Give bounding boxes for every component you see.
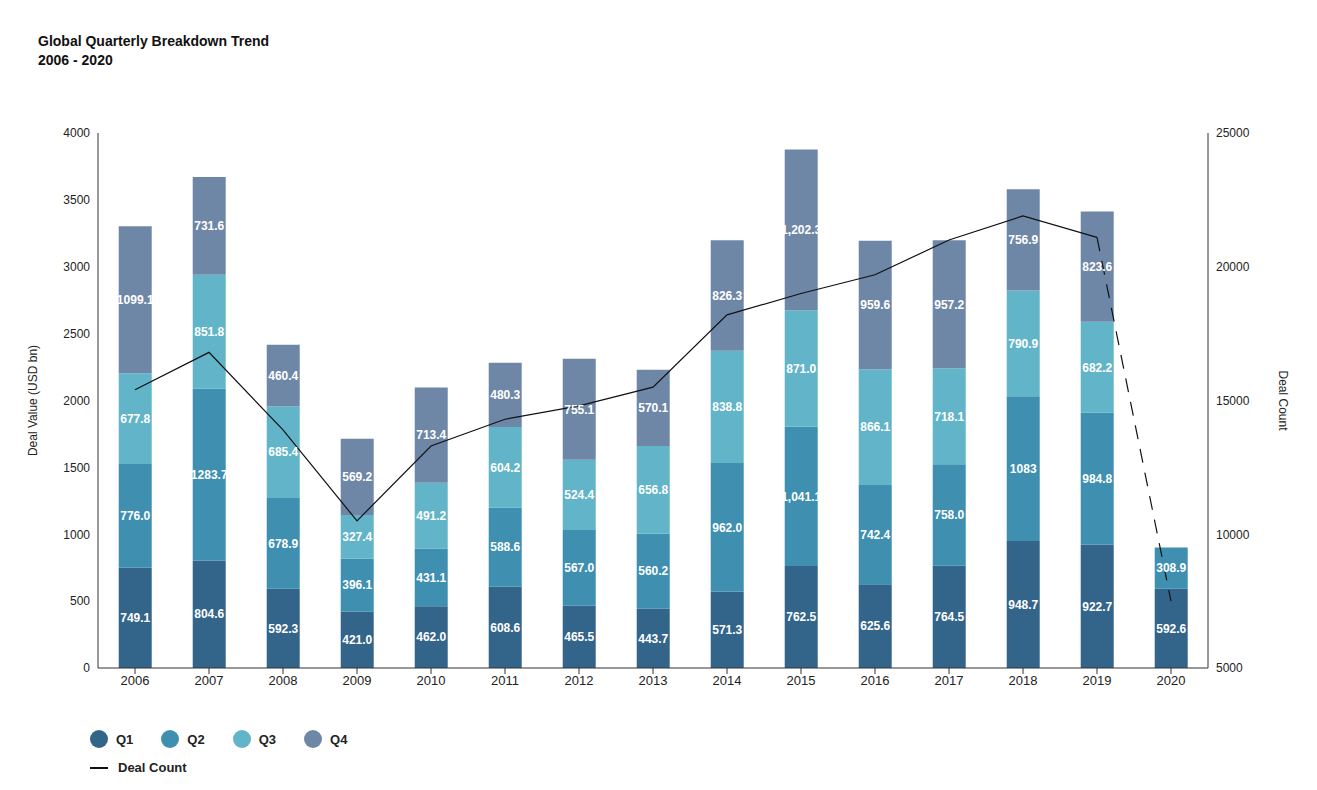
- html-text:Deal Count: Deal Count: [118, 760, 187, 775]
- svg-text:2006: 2006: [121, 673, 150, 688]
- svg-text:4000: 4000: [63, 126, 90, 140]
- svg-text:0: 0: [83, 661, 90, 675]
- html-text:2006 - 2020: 2006 - 2020: [38, 52, 113, 68]
- svg-text:742.4: 742.4: [860, 528, 890, 542]
- svg-text:567.0: 567.0: [564, 561, 594, 575]
- svg-text:682.2: 682.2: [1082, 361, 1112, 375]
- svg-text:678.9: 678.9: [268, 537, 298, 551]
- svg-text:625.6: 625.6: [860, 619, 890, 633]
- svg-text:718.1: 718.1: [934, 410, 964, 424]
- svg-text:866.1: 866.1: [860, 420, 890, 434]
- svg-text:2019: 2019: [1083, 673, 1112, 688]
- svg-text:491.2: 491.2: [416, 509, 446, 523]
- svg-text:871.0: 871.0: [786, 362, 816, 376]
- svg-text:2012: 2012: [565, 673, 594, 688]
- svg-text:2008: 2008: [269, 673, 298, 688]
- html-text:Global Quarterly Breakdown Tre: Global Quarterly Breakdown Trend: [38, 33, 270, 49]
- svg-text:2007: 2007: [195, 673, 224, 688]
- svg-text:1,202.3: 1,202.3: [781, 223, 821, 237]
- svg-text:959.6: 959.6: [860, 298, 890, 312]
- svg-text:Deal Value (USD bn): Deal Value (USD bn): [26, 345, 40, 456]
- svg-text:569.2: 569.2: [342, 470, 372, 484]
- svg-text:396.1: 396.1: [342, 578, 372, 592]
- svg-text:460.4: 460.4: [268, 369, 298, 383]
- html-text:Q2: Q2: [187, 731, 205, 747]
- svg-text:2000: 2000: [63, 394, 90, 408]
- svg-text:756.9: 756.9: [1008, 233, 1038, 247]
- svg-text:1500: 1500: [63, 461, 90, 475]
- svg-text:851.8: 851.8: [194, 325, 224, 339]
- svg-text:1283.7: 1283.7: [191, 468, 228, 482]
- svg-text:2010: 2010: [417, 673, 446, 688]
- svg-text:764.5: 764.5: [934, 610, 964, 624]
- svg-text:592.3: 592.3: [268, 622, 298, 636]
- svg-text:327.4: 327.4: [342, 530, 372, 544]
- svg-text:2018: 2018: [1009, 673, 1038, 688]
- svg-text:1,041.1: 1,041.1: [781, 490, 821, 504]
- svg-text:2009: 2009: [343, 673, 372, 688]
- svg-text:2015: 2015: [787, 673, 816, 688]
- svg-text:2011: 2011: [491, 673, 519, 688]
- svg-text:3000: 3000: [63, 260, 90, 274]
- svg-text:1099.1: 1099.1: [117, 293, 154, 307]
- svg-text:465.5: 465.5: [564, 630, 594, 644]
- svg-text:838.8: 838.8: [712, 400, 742, 414]
- svg-text:15000: 15000: [1216, 394, 1250, 408]
- svg-text:2500: 2500: [63, 327, 90, 341]
- svg-text:20000: 20000: [1216, 260, 1250, 274]
- svg-text:604.2: 604.2: [490, 461, 520, 475]
- svg-text:462.0: 462.0: [416, 630, 446, 644]
- svg-text:755.1: 755.1: [564, 403, 594, 417]
- svg-text:957.2: 957.2: [934, 298, 964, 312]
- svg-text:1083: 1083: [1010, 462, 1037, 476]
- svg-text:762.5: 762.5: [786, 610, 816, 624]
- svg-text:592.6: 592.6: [1156, 622, 1186, 636]
- svg-text:713.4: 713.4: [416, 428, 446, 442]
- svg-text:3500: 3500: [63, 193, 90, 207]
- svg-text:308.9: 308.9: [1156, 561, 1186, 575]
- html-text:Q4: Q4: [330, 731, 348, 747]
- svg-text:749.1: 749.1: [120, 611, 150, 625]
- svg-text:588.6: 588.6: [490, 540, 520, 554]
- svg-text:10000: 10000: [1216, 528, 1250, 542]
- svg-text:656.8: 656.8: [638, 483, 668, 497]
- svg-text:790.9: 790.9: [1008, 337, 1038, 351]
- svg-text:560.2: 560.2: [638, 564, 668, 578]
- svg-text:823.6: 823.6: [1082, 260, 1112, 274]
- svg-text:570.1: 570.1: [638, 401, 668, 415]
- html-text:Q1: Q1: [116, 731, 134, 747]
- svg-text:922.7: 922.7: [1082, 600, 1112, 614]
- svg-text:2020: 2020: [1157, 673, 1186, 688]
- svg-text:Deal Count: Deal Count: [1276, 370, 1290, 431]
- svg-text:948.7: 948.7: [1008, 598, 1038, 612]
- svg-text:421.0: 421.0: [342, 633, 372, 647]
- svg-text:500: 500: [70, 594, 90, 608]
- svg-text:25000: 25000: [1216, 126, 1250, 140]
- svg-text:608.6: 608.6: [490, 621, 520, 635]
- svg-text:804.6: 804.6: [194, 607, 224, 621]
- svg-text:962.0: 962.0: [712, 521, 742, 535]
- svg-text:677.8: 677.8: [120, 412, 150, 426]
- svg-text:758.0: 758.0: [934, 508, 964, 522]
- svg-text:524.4: 524.4: [564, 488, 594, 502]
- html-text:Q3: Q3: [258, 731, 276, 747]
- svg-text:776.0: 776.0: [120, 509, 150, 523]
- svg-text:443.7: 443.7: [638, 632, 668, 646]
- svg-text:1000: 1000: [63, 528, 90, 542]
- svg-text:685.4: 685.4: [268, 445, 298, 459]
- svg-text:2013: 2013: [639, 673, 668, 688]
- svg-text:984.8: 984.8: [1082, 472, 1112, 486]
- svg-text:826.3: 826.3: [712, 289, 742, 303]
- svg-text:731.6: 731.6: [194, 219, 224, 233]
- svg-text:431.1: 431.1: [416, 571, 446, 585]
- svg-text:571.3: 571.3: [712, 623, 742, 637]
- svg-text:5000: 5000: [1216, 661, 1243, 675]
- svg-text:2016: 2016: [861, 673, 890, 688]
- svg-text:2017: 2017: [935, 673, 964, 688]
- svg-text:2014: 2014: [713, 673, 742, 688]
- svg-text:480.3: 480.3: [490, 388, 520, 402]
